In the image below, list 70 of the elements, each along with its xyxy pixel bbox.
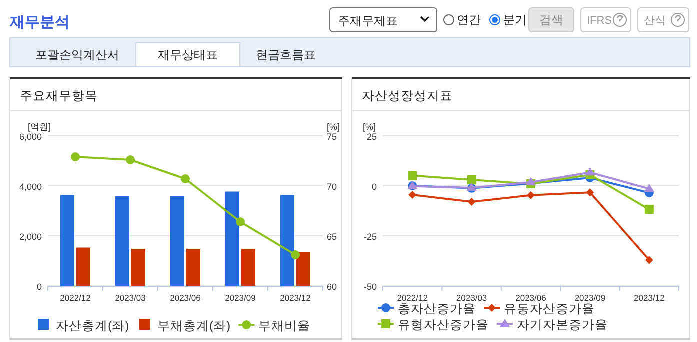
point bbox=[644, 205, 654, 214]
x-tick-label: 2023/12 bbox=[634, 293, 666, 303]
legend-label: 유동자산증가율 bbox=[504, 302, 595, 316]
y-tick-label: 0 bbox=[36, 282, 42, 292]
x-tick-label: 2022/12 bbox=[60, 293, 92, 303]
bar bbox=[60, 195, 74, 286]
text: 현금흐름표 bbox=[256, 48, 316, 62]
point bbox=[408, 191, 417, 199]
y-axis-title: [%] bbox=[363, 122, 376, 132]
point bbox=[71, 152, 80, 162]
y-tick-label: 6,000 bbox=[19, 132, 42, 142]
y-tick-label: 4,000 bbox=[19, 182, 42, 192]
x-tick-label: 2023/03 bbox=[115, 293, 146, 303]
text: IFRS bbox=[587, 15, 612, 27]
point bbox=[467, 176, 476, 184]
text: 분기 bbox=[503, 13, 527, 27]
y2-axis-title: [%] bbox=[327, 122, 340, 132]
y2-tick-label: 65 bbox=[327, 232, 338, 242]
point bbox=[527, 191, 535, 200]
point bbox=[585, 168, 596, 176]
bar bbox=[170, 196, 184, 286]
x-tick-label: 2023/03 bbox=[456, 293, 488, 303]
y-tick-label: 25 bbox=[366, 132, 377, 142]
y-axis-title: [억원] bbox=[28, 122, 52, 132]
y-tick-label: 0 bbox=[372, 182, 377, 192]
bar bbox=[242, 249, 256, 286]
bar bbox=[296, 252, 310, 286]
point bbox=[236, 218, 245, 226]
y-tick-label: -25 bbox=[364, 232, 377, 242]
y2-tick-label: 60 bbox=[327, 282, 338, 292]
legend-label: 자기자본증가율 bbox=[517, 318, 608, 332]
point bbox=[408, 171, 418, 180]
bar bbox=[76, 248, 90, 286]
legend-label: 총자산증가율 bbox=[398, 302, 476, 316]
legend-label: 유형자산증가율 bbox=[398, 318, 489, 332]
text: 재무상태표 bbox=[158, 48, 218, 62]
text: 포괄손익계산서 bbox=[36, 48, 120, 62]
x-tick-label: 2022/12 bbox=[397, 293, 428, 303]
bar bbox=[116, 196, 130, 286]
x-tick-label: 2023/06 bbox=[170, 293, 202, 303]
legend-label: 부채총계(좌) bbox=[157, 319, 231, 333]
chart-title: 자산성장성지표 bbox=[362, 89, 453, 103]
text: 재무분석 bbox=[9, 14, 70, 31]
y-tick-label: 2,000 bbox=[19, 232, 42, 242]
point bbox=[526, 177, 536, 186]
point bbox=[468, 198, 476, 206]
x-tick-label: 2023/09 bbox=[225, 293, 256, 303]
chart-title: 주요재무항목 bbox=[20, 89, 98, 103]
point bbox=[586, 188, 594, 197]
y2-tick-label: 70 bbox=[327, 182, 338, 192]
point bbox=[181, 174, 190, 184]
legend-label: 자산총계(좌) bbox=[56, 319, 130, 333]
y-tick-label: -50 bbox=[364, 282, 377, 292]
text: 주재무제표 bbox=[338, 14, 398, 28]
point bbox=[126, 156, 135, 164]
x-tick-label: 2023/09 bbox=[574, 293, 606, 303]
bar bbox=[226, 192, 240, 286]
text: 연간 bbox=[457, 13, 481, 27]
legend-label: 부채비율 bbox=[258, 319, 311, 333]
text: 검색 bbox=[540, 13, 564, 27]
bar bbox=[186, 249, 200, 286]
y2-tick-label: 75 bbox=[327, 132, 338, 142]
point bbox=[645, 256, 654, 264]
point bbox=[291, 250, 300, 260]
x-tick-label: 2023/06 bbox=[516, 293, 547, 303]
x-tick-label: 2023/12 bbox=[280, 293, 312, 303]
bar bbox=[132, 249, 146, 286]
point bbox=[644, 184, 654, 192]
bar bbox=[280, 195, 294, 286]
text: 산식 bbox=[644, 15, 666, 27]
